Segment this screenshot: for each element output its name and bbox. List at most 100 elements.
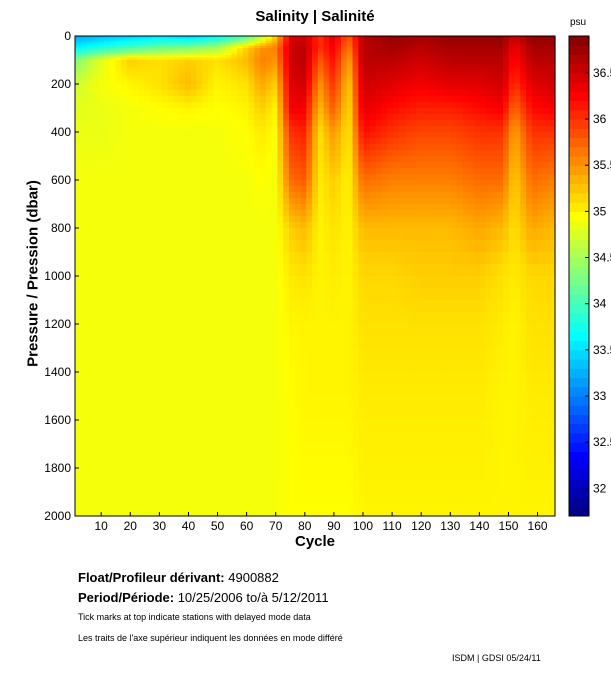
heatmap-cell bbox=[375, 186, 383, 193]
heatmap-cell bbox=[167, 120, 174, 127]
heatmap-cell bbox=[127, 108, 134, 115]
heatmap-cell bbox=[358, 90, 365, 97]
heatmap-cell bbox=[231, 132, 238, 139]
heatmap-cell bbox=[98, 252, 105, 265]
heatmap-cell bbox=[184, 384, 192, 397]
heatmap-cell bbox=[173, 36, 180, 39]
heatmap-cell bbox=[277, 67, 284, 71]
heatmap-cell bbox=[173, 38, 180, 42]
heatmap-cell bbox=[421, 90, 429, 97]
heatmap-cell bbox=[213, 408, 221, 421]
heatmap-cell bbox=[393, 348, 400, 361]
heatmap-cell bbox=[479, 186, 487, 193]
heatmap-cell bbox=[433, 420, 440, 433]
heatmap-cell bbox=[167, 36, 174, 39]
heatmap-cell bbox=[161, 384, 169, 397]
heatmap-cell bbox=[115, 444, 122, 457]
heatmap-cell bbox=[450, 228, 458, 241]
heatmap-cell bbox=[231, 492, 238, 505]
heatmap-cell bbox=[410, 300, 417, 313]
heatmap-cell bbox=[462, 79, 469, 83]
heatmap-cell bbox=[132, 276, 140, 289]
heatmap-cell bbox=[231, 210, 238, 217]
heatmap-cell bbox=[219, 126, 226, 133]
heatmap-cell bbox=[433, 240, 440, 253]
heatmap-cell bbox=[375, 72, 383, 75]
heatmap-cell bbox=[346, 228, 354, 241]
heatmap-cell bbox=[150, 57, 157, 61]
heatmap-cell bbox=[115, 180, 122, 187]
heatmap-cell bbox=[439, 300, 446, 313]
heatmap-cell bbox=[450, 74, 458, 78]
heatmap-cell bbox=[127, 67, 134, 71]
heatmap-cell bbox=[196, 312, 203, 325]
heatmap-cell bbox=[109, 174, 117, 181]
heatmap-cell bbox=[242, 186, 250, 193]
heatmap-cell bbox=[103, 156, 111, 163]
heatmap-cell bbox=[306, 288, 313, 301]
heatmap-cell bbox=[196, 324, 203, 337]
heatmap-cell bbox=[462, 276, 469, 289]
heatmap-cell bbox=[491, 144, 498, 151]
heatmap-cell bbox=[329, 64, 336, 68]
heatmap-cell bbox=[248, 79, 255, 83]
heatmap-cell bbox=[433, 336, 440, 349]
heatmap-cell bbox=[335, 198, 342, 205]
heatmap-cell bbox=[231, 102, 238, 109]
heatmap-cell bbox=[231, 444, 238, 457]
heatmap-cell bbox=[288, 57, 296, 61]
heatmap-cell bbox=[433, 264, 440, 277]
heatmap-cell bbox=[445, 432, 452, 445]
heatmap-cell bbox=[288, 204, 296, 211]
heatmap-cell bbox=[474, 55, 481, 59]
heatmap-cell bbox=[358, 204, 365, 211]
heatmap-cell bbox=[393, 480, 400, 493]
heatmap-cell bbox=[433, 76, 440, 80]
heatmap-cell bbox=[179, 372, 186, 385]
heatmap-cell bbox=[450, 186, 458, 193]
heatmap-cell bbox=[456, 74, 464, 78]
heatmap-cell bbox=[317, 120, 325, 127]
heatmap-cell bbox=[202, 76, 209, 80]
heatmap-cell bbox=[485, 55, 492, 59]
heatmap-cell bbox=[179, 45, 186, 49]
heatmap-cell bbox=[416, 444, 423, 457]
heatmap-cell bbox=[450, 288, 458, 301]
heatmap-cell bbox=[202, 67, 209, 71]
heatmap-cell bbox=[410, 240, 417, 253]
heatmap-cell bbox=[121, 264, 128, 277]
heatmap-cell bbox=[369, 408, 377, 421]
heatmap-cell bbox=[398, 492, 406, 505]
heatmap-cell bbox=[127, 57, 134, 61]
heatmap-cell bbox=[288, 40, 296, 44]
heatmap-cell bbox=[393, 420, 400, 433]
heatmap-cell bbox=[398, 57, 406, 61]
heatmap-cell bbox=[173, 90, 180, 97]
heatmap-cell bbox=[323, 52, 331, 56]
heatmap-cell bbox=[369, 114, 377, 121]
heatmap-cell bbox=[312, 324, 319, 337]
heatmap-cell bbox=[277, 132, 284, 139]
heatmap-cell bbox=[109, 150, 117, 157]
heatmap-cell bbox=[375, 456, 383, 469]
heatmap-cell bbox=[196, 84, 203, 91]
heatmap-cell bbox=[190, 52, 198, 56]
heatmap-cell bbox=[103, 384, 111, 397]
heatmap-cell bbox=[352, 168, 359, 175]
heatmap-cell bbox=[393, 324, 400, 337]
heatmap-cell bbox=[468, 276, 475, 289]
heatmap-cell bbox=[474, 114, 481, 121]
heatmap-cell bbox=[456, 312, 464, 325]
heatmap-cell bbox=[294, 480, 302, 493]
heatmap-cell bbox=[196, 420, 203, 433]
heatmap-cell bbox=[208, 52, 215, 56]
heatmap-cell bbox=[242, 396, 250, 409]
heatmap-cell bbox=[86, 43, 93, 47]
heatmap-cell bbox=[115, 456, 122, 469]
heatmap-cell bbox=[329, 67, 336, 71]
heatmap-cell bbox=[341, 69, 348, 73]
heatmap-cell bbox=[416, 252, 423, 265]
heatmap-cell bbox=[144, 45, 151, 49]
heatmap-cell bbox=[445, 81, 452, 85]
heatmap-cell bbox=[317, 222, 325, 229]
